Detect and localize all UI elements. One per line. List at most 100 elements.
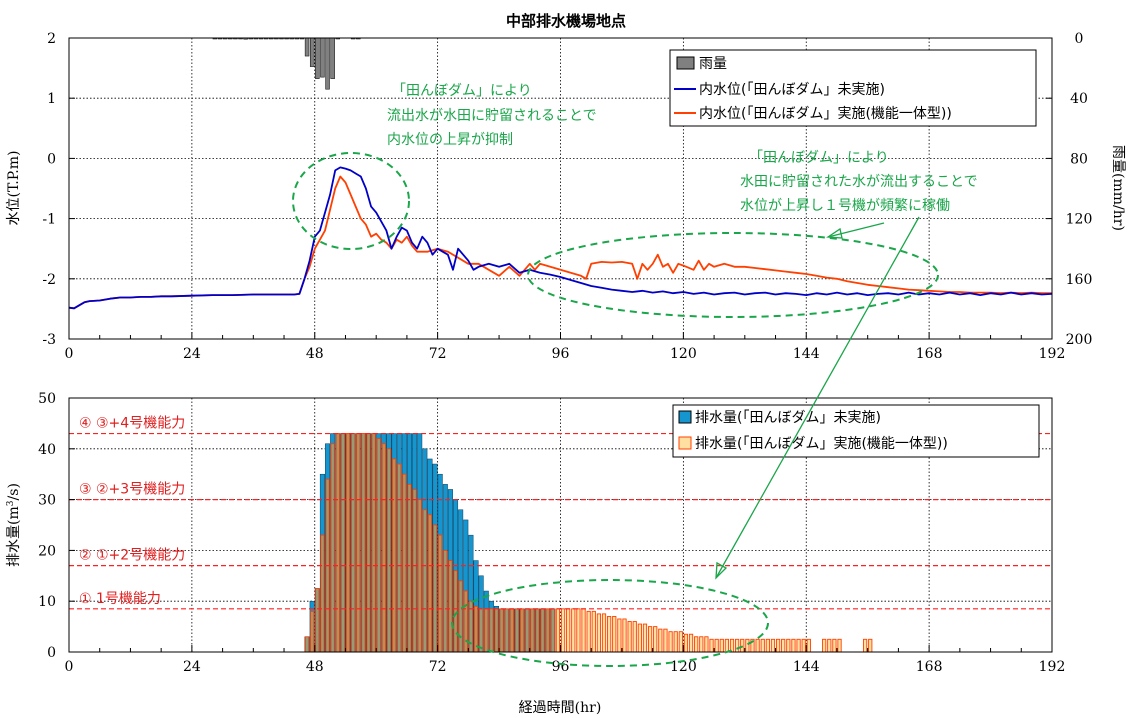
- annotation-2-line-1: 「田んぼダム」により: [749, 150, 889, 166]
- top-y2-tick-label: 120: [1066, 212, 1093, 228]
- annotation-ellipse-level-rise: [527, 232, 939, 318]
- discharge-bar-dam: [683, 633, 689, 653]
- arrow-head-level-rise: [826, 227, 843, 239]
- bottom-y-axis-label: 排水量(m3/s): [6, 483, 22, 567]
- rain-bar: [330, 37, 335, 79]
- discharge-bar-dam: [806, 638, 811, 653]
- discharge-bar-dam: [412, 488, 417, 653]
- annotation-1-line-3: 内水位の上昇が抑制: [387, 132, 513, 148]
- discharge-bar-dam: [775, 638, 781, 653]
- discharge-bar-dam: [402, 473, 407, 653]
- discharge-bar-dam: [448, 560, 453, 653]
- discharge-bar-dam: [765, 638, 770, 653]
- top-x-tick-label: 24: [183, 346, 201, 362]
- bottom-y-axis-label-main: 排水量: [6, 525, 22, 567]
- arrow-to-pump-operation: [715, 216, 920, 579]
- pump-capacity-lines: ④ ③+4号機能力 ③ ②+3号機能力 ② ①+2号機能力 ① 1号機能力: [69, 416, 1052, 610]
- discharge-bar-dam: [745, 638, 750, 653]
- discharge-bar-dam: [560, 608, 566, 653]
- discharge-bar-dam: [622, 618, 627, 653]
- discharge-bar-dam: [571, 608, 576, 653]
- top-y-tick-label: -1: [42, 212, 56, 228]
- discharge-bar-dam: [535, 608, 540, 653]
- discharge-bar-dam: [617, 618, 622, 653]
- discharge-bar-dam: [356, 433, 361, 653]
- discharge-bar-dam: [601, 613, 607, 653]
- top-x-tick-label: 48: [306, 346, 324, 362]
- bottom-y-tick-label: 0: [47, 645, 56, 661]
- discharge-chart: ④ ③+4号機能力 ③ ②+3号機能力 ② ①+2号機能力 ① 1号機能力 0 24 48…: [6, 391, 1065, 716]
- top-legend: 雨量 内水位(「田んぼダム」未実施) 内水位(「田んぼダム」実施(機能一体型)): [669, 49, 1037, 127]
- discharge-bar-dam: [786, 638, 791, 653]
- discharge-bar-dam: [345, 433, 351, 653]
- discharge-bar-dam: [607, 615, 612, 653]
- discharge-bar-dam: [310, 610, 315, 653]
- discharge-bar-dam: [335, 433, 340, 653]
- rain-bar: [304, 37, 310, 57]
- annotation-ellipse-frequent-operation: [451, 579, 769, 667]
- discharge-bar-dam: [463, 590, 468, 653]
- discharge-bar-dam: [540, 608, 545, 653]
- annotation-1-line-2: 流出水が水田に貯留されることで: [387, 108, 597, 124]
- discharge-bar-dam: [576, 608, 581, 653]
- discharge-bar-dam: [427, 514, 433, 653]
- annotation-outflow: 「田んぼダム」により 水田に貯留された水が流出することで 水位が上昇し１号機が頻…: [527, 150, 978, 318]
- discharge-bar-dam: [719, 638, 724, 653]
- bottom-y-tick-label: 30: [38, 493, 56, 509]
- discharge-bar-dam: [637, 623, 642, 653]
- bottom-y-tick-label: 20: [38, 543, 56, 559]
- discharge-bar-dam: [673, 631, 678, 653]
- pump-capacity-label: ④ ③+4号機能力: [79, 416, 185, 432]
- discharge-bar-dam: [642, 623, 648, 653]
- legend-label-discharge-dam: 排水量(「田んぼダム」実施(機能一体型)): [695, 436, 948, 452]
- discharge-bar-dam: [586, 610, 591, 653]
- top-x-tick-label: 96: [552, 346, 570, 362]
- discharge-bar-dam: [525, 608, 530, 653]
- discharge-bar-dam: [822, 638, 827, 653]
- annotation-1-line-1: 「田んぼダム」により: [392, 83, 532, 99]
- discharge-bar-dam: [509, 608, 514, 653]
- discharge-bar-dam: [407, 483, 412, 653]
- top-x-tick-label: 168: [916, 346, 943, 362]
- bottom-x-tick-label: 72: [429, 659, 447, 675]
- discharge-bar-dam: [376, 438, 381, 653]
- top-y2-tick-label: 0: [1075, 31, 1084, 47]
- discharge-bar-dam: [581, 608, 586, 653]
- discharge-bar-dam: [760, 638, 765, 653]
- top-y2-tick-label: 200: [1066, 332, 1093, 348]
- bottom-x-tick-label: 144: [793, 659, 820, 675]
- discharge-bar-dam: [422, 509, 427, 653]
- discharge-bar-dam: [863, 638, 868, 653]
- discharge-bar-dam: [596, 613, 602, 653]
- discharge-bar-dam: [781, 638, 786, 653]
- annotation-2-line-2: 水田に貯留された水が流出することで: [740, 174, 978, 190]
- pump-capacity-label: ② ①+2号機能力: [79, 548, 185, 564]
- discharge-bar-dam: [868, 638, 873, 653]
- rain-bar: [315, 37, 320, 79]
- discharge-bar-dam: [647, 626, 653, 653]
- top-y-tick-label: -2: [42, 272, 56, 288]
- top-y-tick-label: 0: [47, 151, 56, 167]
- bottom-x-tick-label: 48: [306, 659, 324, 675]
- water-level-chart: 中部排水機場地点 0 24 48 72 96 120 144 168 192210-1-2-30…: [6, 12, 1126, 362]
- discharge-bar-dam: [555, 608, 561, 653]
- discharge-bar-dam: [566, 608, 571, 653]
- discharge-bar-dam: [391, 458, 397, 653]
- discharge-bar-dam: [304, 636, 310, 653]
- annotation-2-line-3: 水位が上昇し１号機が頻繁に稼働: [740, 198, 950, 214]
- top-axes: 0 24 48 72 96 120 144 168 192 2 1 0 -1 -2 -3 0 40 80 120 16…: [42, 31, 1092, 362]
- pump-capacity-label: ③ ②+3号機能力: [79, 482, 185, 498]
- bottom-y-axis-label-end: /s): [6, 483, 22, 500]
- discharge-bar-dam: [438, 534, 443, 653]
- discharge-bar-dam: [837, 638, 842, 653]
- water-level-lines: [68, 166, 1053, 310]
- discharge-bar-dam: [514, 608, 520, 653]
- discharge-bar-dam: [770, 638, 776, 653]
- discharge-bar-dam: [340, 433, 346, 653]
- bottom-y-axis-label-unit: (m: [6, 506, 22, 525]
- arrow-to-level-rise: [827, 222, 885, 238]
- discharge-bar-dam: [791, 638, 796, 653]
- discharge-bar-dam: [735, 638, 740, 653]
- annotation-ellipse-peak: [292, 152, 410, 250]
